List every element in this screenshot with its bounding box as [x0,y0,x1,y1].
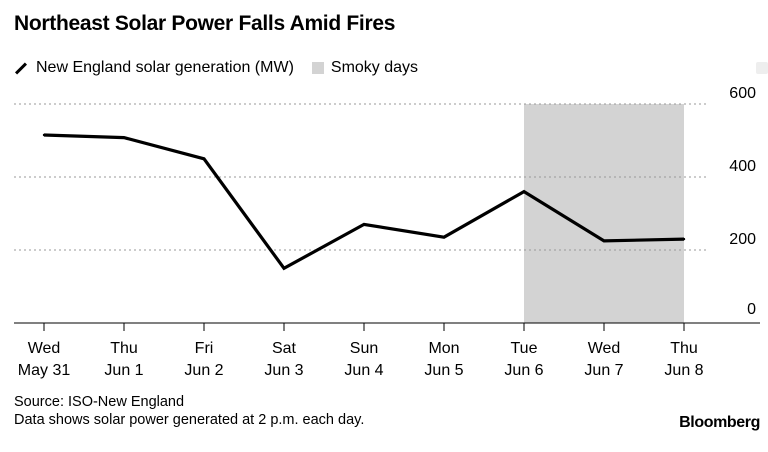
edge-tag-icon [756,62,768,74]
x-tick-label-day: Wed [28,340,61,357]
data-point [602,239,606,243]
x-tick-label-day: Fri [195,340,214,357]
data-point [202,157,206,160]
line-chart: 0 200 400 600 Wed May 31 Thu Jun 1 Fri Jun 2 Sat Ju… [14,85,760,379]
x-tick-label-date: May 31 [18,362,71,379]
legend-series-label: New England solar generation (MW) [36,59,294,76]
x-tick-label-day: Wed [588,340,621,357]
x-tick-label-day: Sun [350,340,378,357]
chart-title: Northeast Solar Power Falls Amid Fires [14,12,396,35]
x-tick-label-date: Jun 2 [184,362,223,379]
x-tick-label-date: Jun 1 [104,362,143,379]
footer: Source: ISO-New England Data shows solar… [14,393,364,429]
x-tick-label-date: Jun 3 [264,362,303,379]
data-point [122,136,126,139]
x-tick-label-date: Jun 8 [664,362,703,379]
line-legend-icon [14,61,28,75]
x-tick-label-date: Jun 4 [344,362,383,379]
shade-legend-icon [311,62,324,74]
data-note: Data shows solar power generated at 2 p.… [14,412,365,428]
x-tick-label-day: Thu [110,340,138,357]
y-tick-label: 0 [747,301,756,318]
y-tick-label: 600 [729,85,756,102]
x-tick-label-day: Thu [670,340,698,357]
data-point [362,223,366,226]
smoky-days-band [524,104,684,323]
source-note: Source: ISO-New England [14,394,185,410]
data-point [282,267,286,270]
legend-shade-label: Smoky days [330,59,419,76]
x-tick-label-day: Mon [428,340,459,357]
data-point [522,190,526,193]
x-tick-label-date: Jun 5 [424,362,463,379]
bloomberg-logo: Bloomberg [679,414,760,431]
y-tick-label: 400 [729,158,756,175]
x-tick-label-day: Sat [272,340,297,357]
data-point [442,236,446,239]
legend: New England solar generation (MW) Smoky … [14,58,418,78]
y-tick-label: 200 [729,231,756,248]
x-tick-label-date: Jun 6 [504,362,543,379]
data-point [42,133,46,137]
data-point [682,237,686,241]
x-tick-label-date: Jun 7 [584,362,623,379]
x-tick-label-day: Tue [511,340,538,357]
